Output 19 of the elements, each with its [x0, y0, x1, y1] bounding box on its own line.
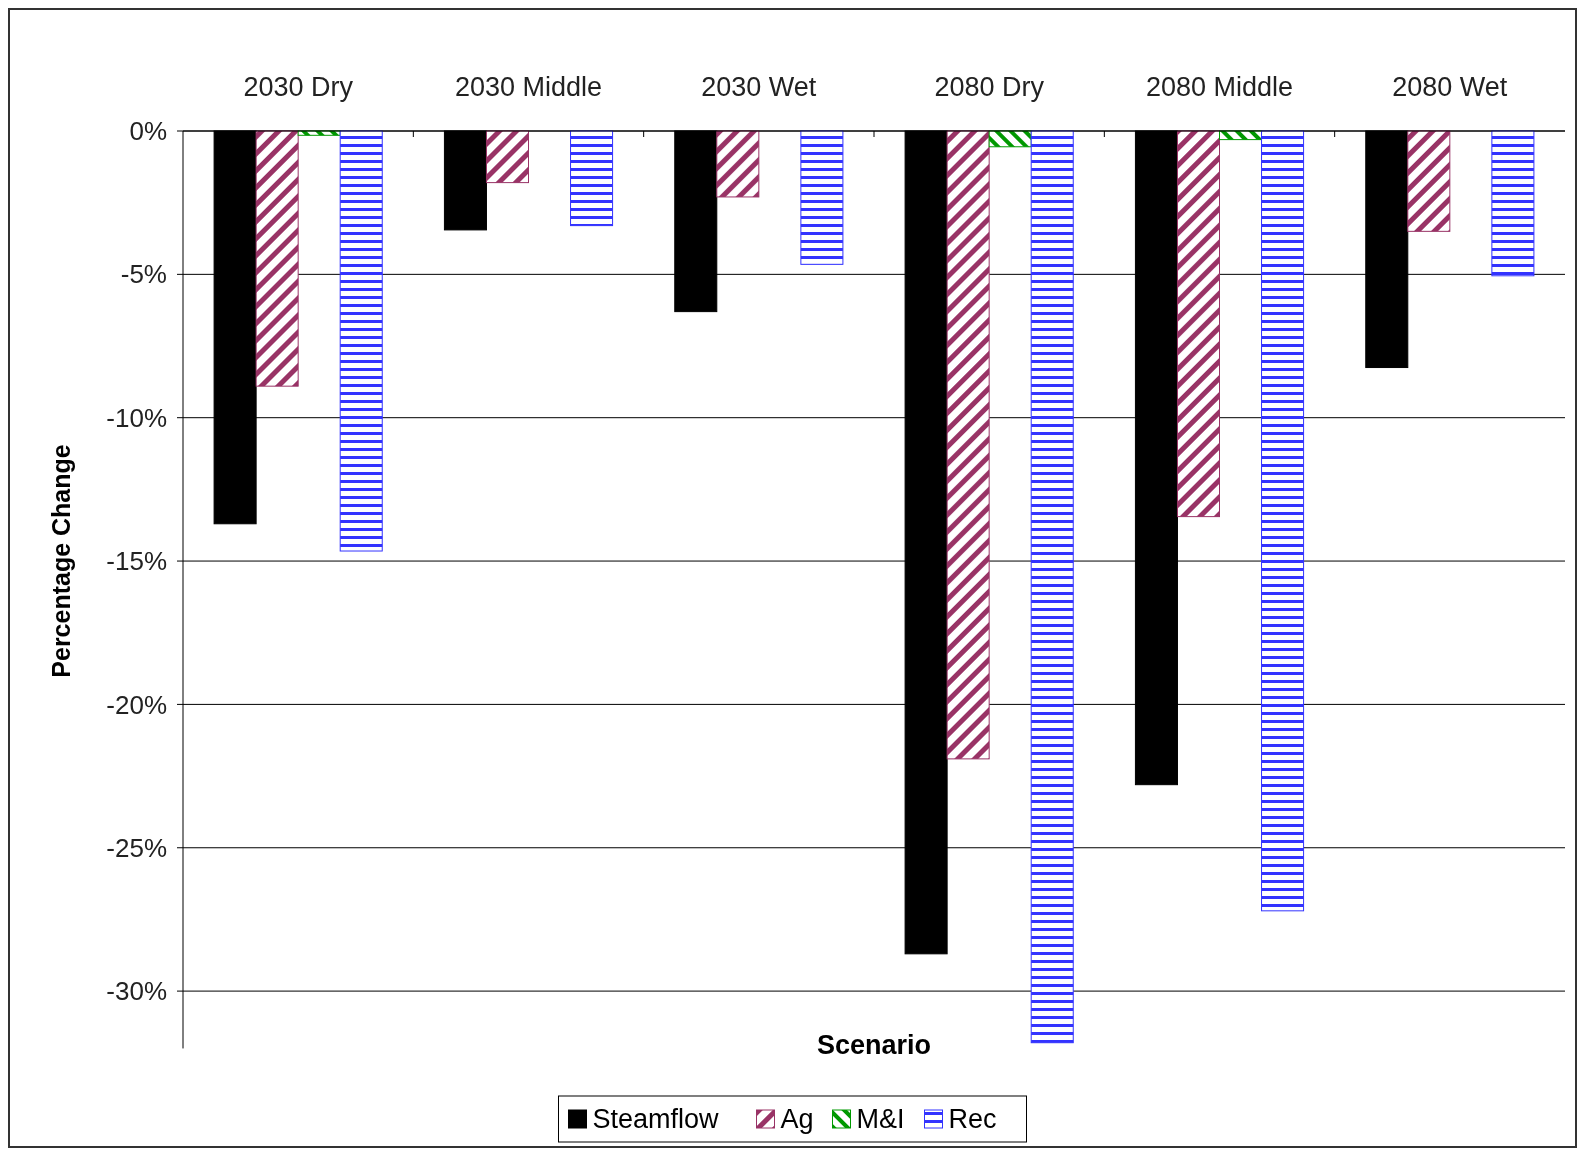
x-tick-label: 2080 Dry — [934, 72, 1045, 102]
y-axis-title: Percentage Change — [47, 444, 75, 678]
y-tick-label: -5% — [120, 259, 167, 290]
y-tick-label: -20% — [106, 689, 167, 720]
y-tick-label: -10% — [106, 402, 167, 433]
legend-label: M&I — [856, 1104, 905, 1135]
x-tick-label: 2030 Wet — [701, 72, 817, 102]
x-tick-label: 2080 Middle — [1145, 72, 1294, 102]
x-tick-label: 2030 Dry — [243, 72, 354, 102]
x-tick-label: 2080 Wet — [1392, 72, 1508, 102]
y-tick-label: -25% — [106, 832, 167, 863]
y-tick-label: 0% — [129, 116, 167, 147]
x-tick-label: 2030 Middle — [454, 72, 603, 102]
legend-label: Ag — [780, 1104, 814, 1135]
x-axis-title: Scenario — [816, 1030, 932, 1060]
legend-label: Rec — [948, 1104, 997, 1135]
y-tick-label: -30% — [106, 976, 167, 1007]
y-tick-label: -15% — [106, 546, 167, 577]
legend-label: Steamflow — [592, 1104, 720, 1135]
